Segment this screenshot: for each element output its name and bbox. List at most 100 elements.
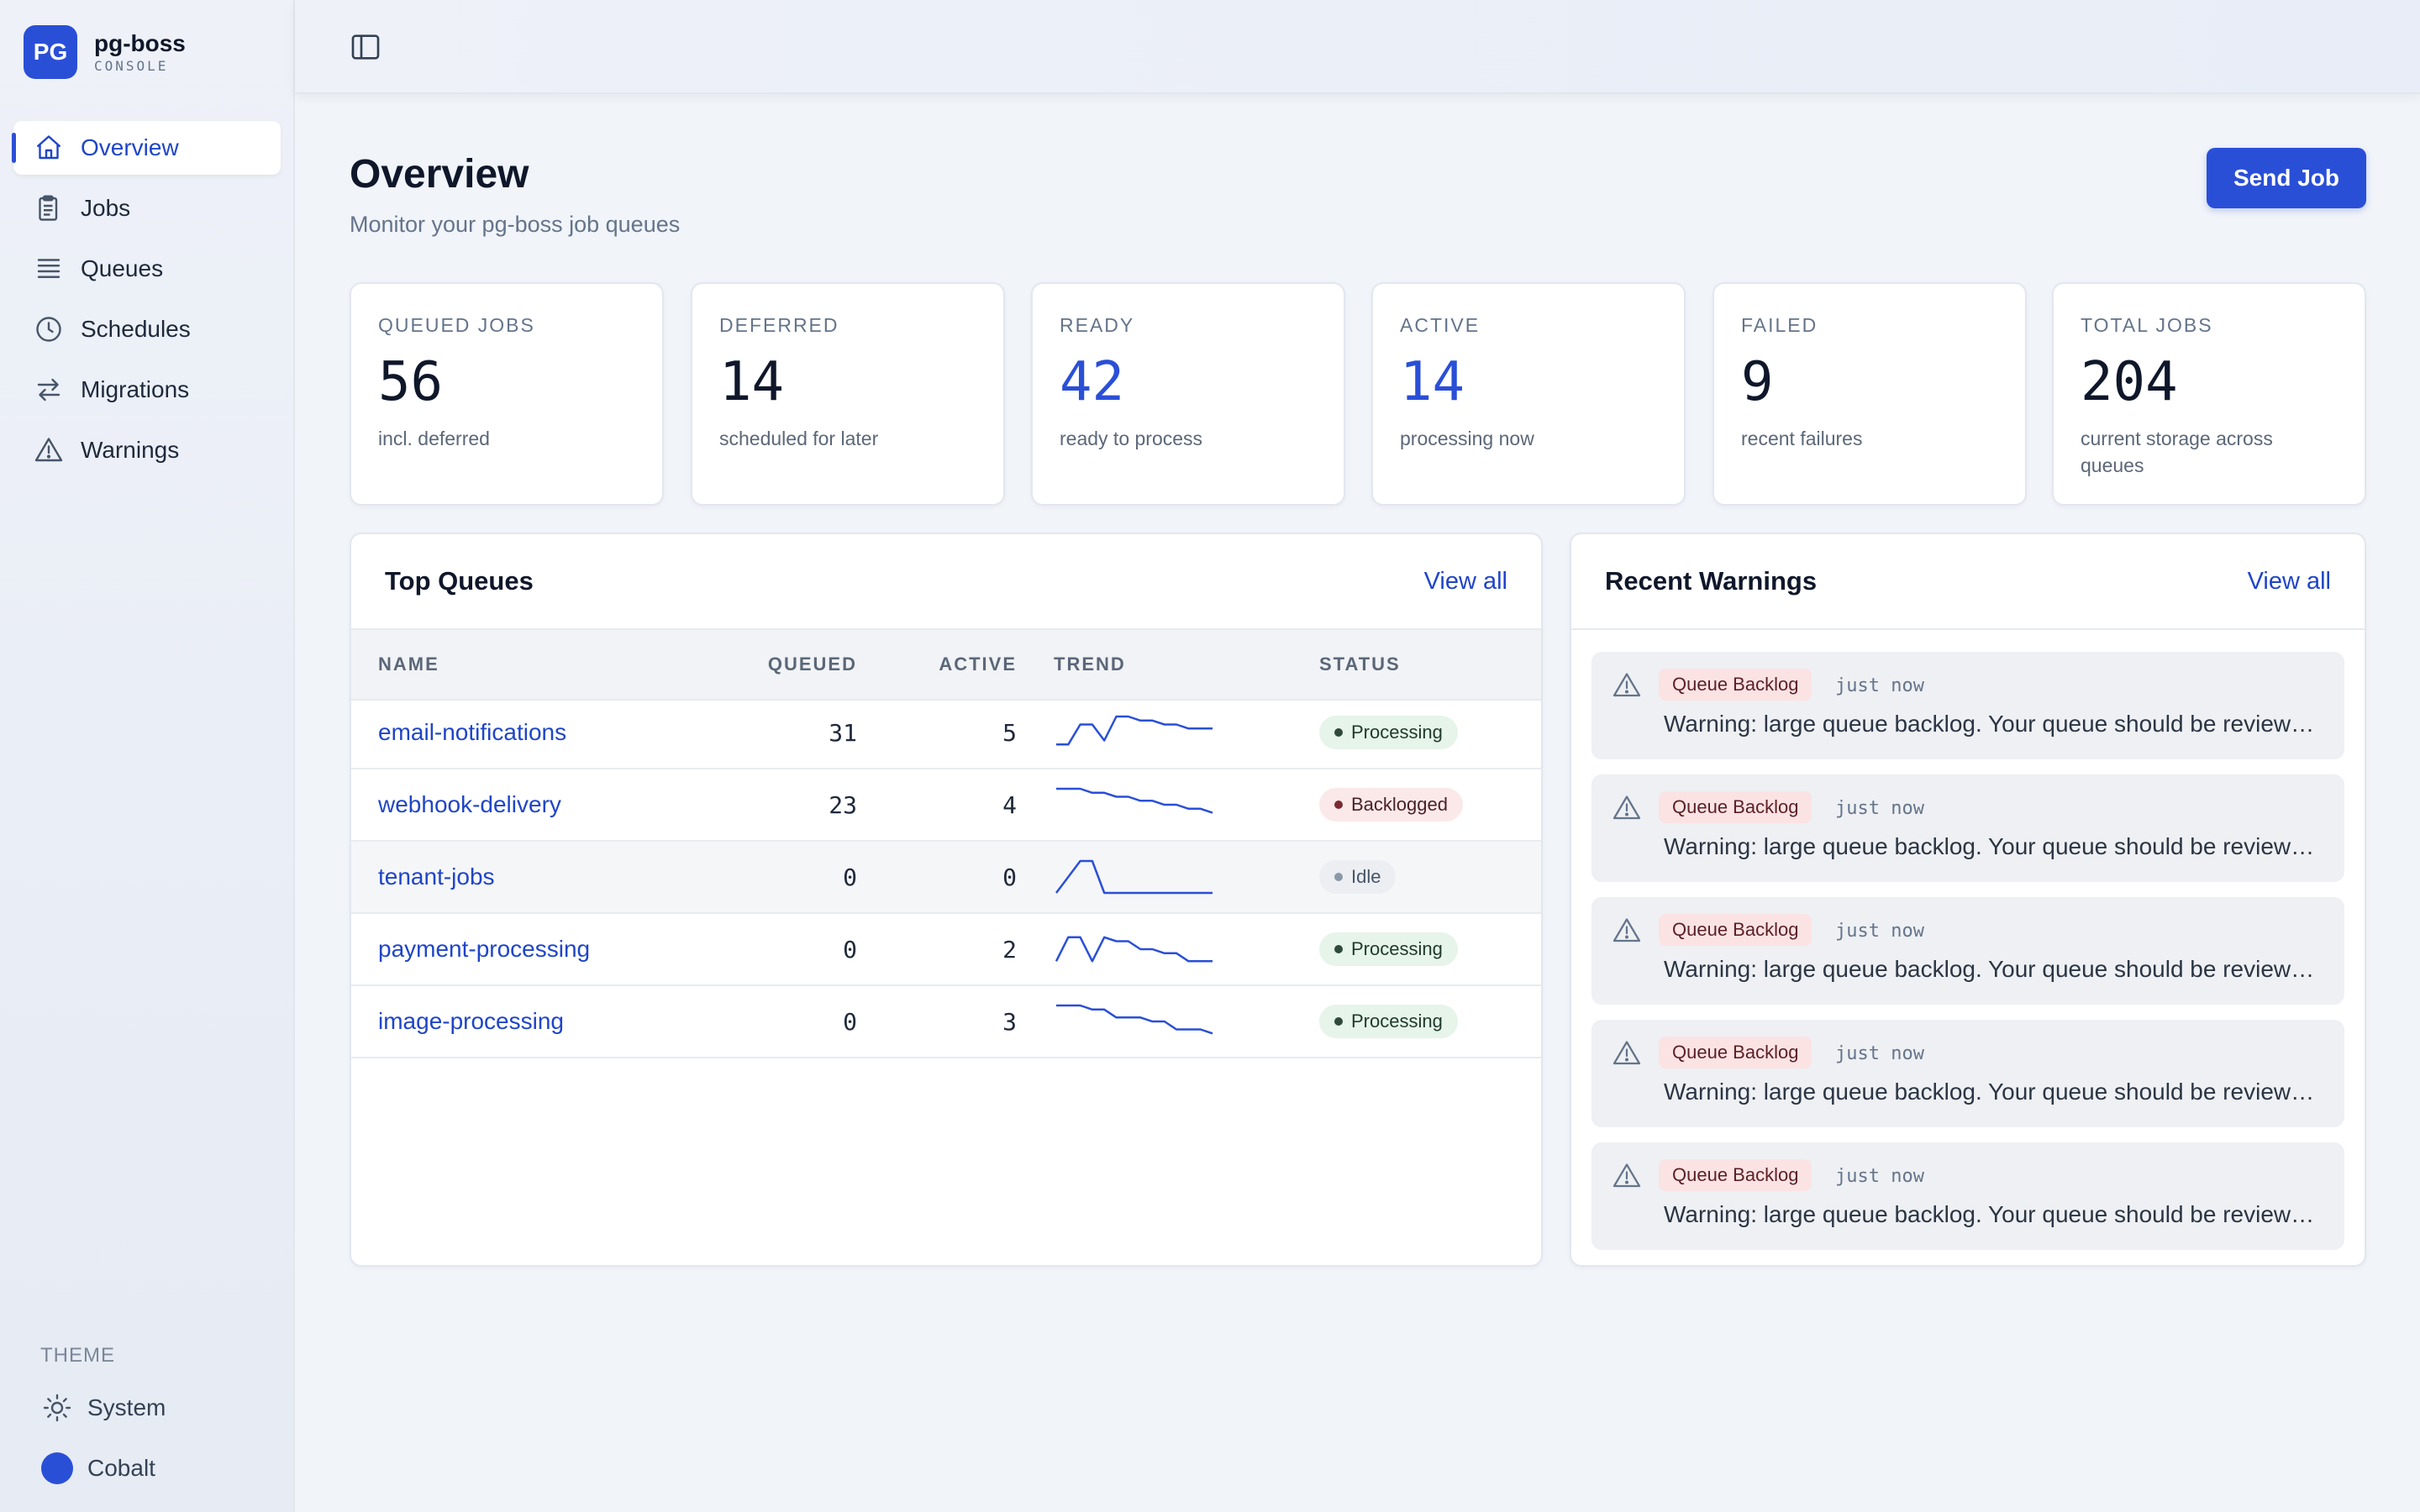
status-dot: [1334, 873, 1343, 881]
sidebar-item-jobs[interactable]: Jobs: [13, 181, 281, 235]
active-count: 0: [1002, 864, 1017, 891]
stat-label: READY: [1060, 314, 1135, 336]
brand[interactable]: PG pg-boss CONSOLE: [24, 25, 186, 79]
trend-line: [1055, 936, 1213, 963]
stat-value: 9: [1741, 351, 1774, 413]
page-title: Overview: [350, 152, 529, 197]
theme-label: THEME: [40, 1344, 115, 1367]
sidebar-item-schedules[interactable]: Schedules: [13, 302, 281, 356]
stat-value: 56: [378, 351, 444, 413]
send-job-button[interactable]: Send Job: [2207, 148, 2366, 208]
table-row[interactable]: payment-processing 0 2 Processing: [351, 914, 1541, 986]
warning-time: just now: [1835, 921, 1924, 942]
queue-name-link[interactable]: tenant-jobs: [378, 864, 495, 890]
theme-color-label: Cobalt: [87, 1455, 155, 1481]
stat-label: QUEUED JOBS: [378, 314, 535, 336]
trend-line: [1056, 787, 1213, 814]
brand-logo: PG: [24, 25, 77, 79]
column-header-name[interactable]: NAME: [378, 654, 439, 675]
queue-name-link[interactable]: webhook-delivery: [378, 791, 561, 817]
status-badge: Backlogged: [1319, 788, 1463, 822]
warning-tag: Queue Backlog: [1659, 669, 1812, 701]
table-row[interactable]: webhook-delivery 23 4 Backlogged: [351, 769, 1541, 842]
stat-card-queued: QUEUED JOBS 56 incl. deferred: [350, 282, 664, 506]
status-badge: Processing: [1319, 1005, 1458, 1038]
sidebar-item-overview[interactable]: Overview: [12, 121, 281, 175]
stat-value: 14: [1400, 351, 1465, 413]
theme-mode-button[interactable]: System: [40, 1391, 166, 1425]
sidebar-nav: Overview Jobs Queues Schedules Migration…: [12, 121, 281, 484]
status-badge: Processing: [1319, 716, 1458, 749]
column-header-status[interactable]: STATUS: [1319, 654, 1401, 675]
warning-item[interactable]: Queue Backlog just now Warning: large qu…: [1591, 897, 2344, 1005]
warning-message: Warning: large queue backlog. Your queue…: [1664, 956, 2319, 982]
column-header-trend: TREND: [1054, 654, 1126, 675]
trend-line: [1056, 715, 1213, 746]
warnings-list: Queue Backlog just now Warning: large qu…: [1591, 652, 2344, 1265]
sidebar-item-label: Jobs: [81, 195, 131, 221]
stat-description: scheduled for later: [719, 428, 879, 449]
column-header-queued[interactable]: QUEUED: [767, 654, 857, 675]
theme-color-button[interactable]: Cobalt: [40, 1452, 155, 1485]
warning-item[interactable]: Queue Backlog just now Warning: large qu…: [1591, 774, 2344, 882]
warning-icon: [1612, 1163, 1641, 1188]
warning-item[interactable]: Queue Backlog just now Warning: large qu…: [1591, 652, 2344, 759]
active-count: 3: [1002, 1008, 1017, 1036]
status-label: Processing: [1351, 938, 1443, 959]
stat-card-deferred: DEFERRED 14 scheduled for later: [691, 282, 1005, 506]
sun-icon: [40, 1391, 74, 1425]
panel-title: Top Queues: [385, 566, 534, 596]
warning-icon: [1612, 673, 1641, 697]
home-icon: [34, 133, 64, 163]
warning-message: Warning: large queue backlog. Your queue…: [1664, 1079, 2319, 1105]
stat-label: TOTAL JOBS: [2081, 314, 2213, 336]
panel-title: Recent Warnings: [1605, 566, 1818, 596]
trend-sparkline: [1056, 715, 1213, 746]
warning-time: just now: [1835, 675, 1924, 696]
page-subtitle: Monitor your pg-boss job queues: [350, 212, 681, 237]
stat-description: current storage across queues: [2081, 428, 2273, 476]
recent-warnings-panel: Recent Warnings View all Queue Backlog j…: [1570, 533, 2366, 1267]
stat-card-active: ACTIVE 14 processing now: [1371, 282, 1686, 506]
sidebar-item-warnings[interactable]: Warnings: [13, 423, 281, 477]
warning-icon: [34, 435, 64, 465]
queue-name-link[interactable]: image-processing: [378, 1008, 564, 1034]
warning-item[interactable]: Queue Backlog just now Warning: large qu…: [1591, 1142, 2344, 1250]
arrows-icon: [34, 375, 64, 405]
stat-description: recent failures: [1741, 428, 1863, 449]
table-row[interactable]: email-notifications 31 5 Processing: [351, 697, 1541, 769]
active-count: 4: [1002, 791, 1017, 819]
sidebar-item-label: Overview: [81, 134, 179, 160]
view-all-queues-link[interactable]: View all: [1423, 568, 1507, 595]
status-label: Idle: [1351, 866, 1381, 887]
status-dot: [1334, 1017, 1343, 1026]
status-dot: [1334, 728, 1343, 737]
sidebar-item-label: Migrations: [81, 376, 190, 402]
column-header-active[interactable]: ACTIVE: [939, 654, 1017, 675]
queued-count: 0: [843, 864, 857, 891]
warning-item[interactable]: Queue Backlog just now Warning: large qu…: [1591, 1020, 2344, 1127]
status-dot: [1334, 801, 1343, 809]
theme-mode-label: System: [87, 1394, 166, 1420]
sidebar-toggle-icon[interactable]: [349, 30, 382, 64]
warning-message: Warning: large queue backlog. Your queue…: [1664, 833, 2319, 859]
stat-description: ready to process: [1060, 428, 1203, 449]
warning-message: Warning: large queue backlog. Your queue…: [1664, 711, 2319, 737]
brand-subtitle: CONSOLE: [94, 58, 169, 74]
stat-card-failed: FAILED 9 recent failures: [1712, 282, 2027, 506]
sidebar-item-label: Warnings: [81, 437, 180, 463]
queue-name-link[interactable]: email-notifications: [378, 719, 567, 745]
trend-line: [1056, 1004, 1213, 1035]
stat-label: FAILED: [1741, 314, 1818, 336]
queued-count: 31: [829, 719, 857, 747]
warning-time: just now: [1835, 1166, 1924, 1187]
sidebar-item-migrations[interactable]: Migrations: [13, 363, 281, 417]
table-row[interactable]: tenant-jobs 0 0 Idle: [351, 842, 1541, 914]
warning-tag: Queue Backlog: [1659, 1037, 1812, 1068]
queue-name-link[interactable]: payment-processing: [378, 936, 591, 962]
stat-card-total: TOTAL JOBS 204 current storage across qu…: [2052, 282, 2366, 506]
sidebar-item-queues[interactable]: Queues: [13, 242, 281, 296]
table-row[interactable]: image-processing 0 3 Processing: [351, 986, 1541, 1058]
view-all-warnings-link[interactable]: View all: [2247, 568, 2331, 595]
warning-message: Warning: large queue backlog. Your queue…: [1664, 1201, 2319, 1227]
